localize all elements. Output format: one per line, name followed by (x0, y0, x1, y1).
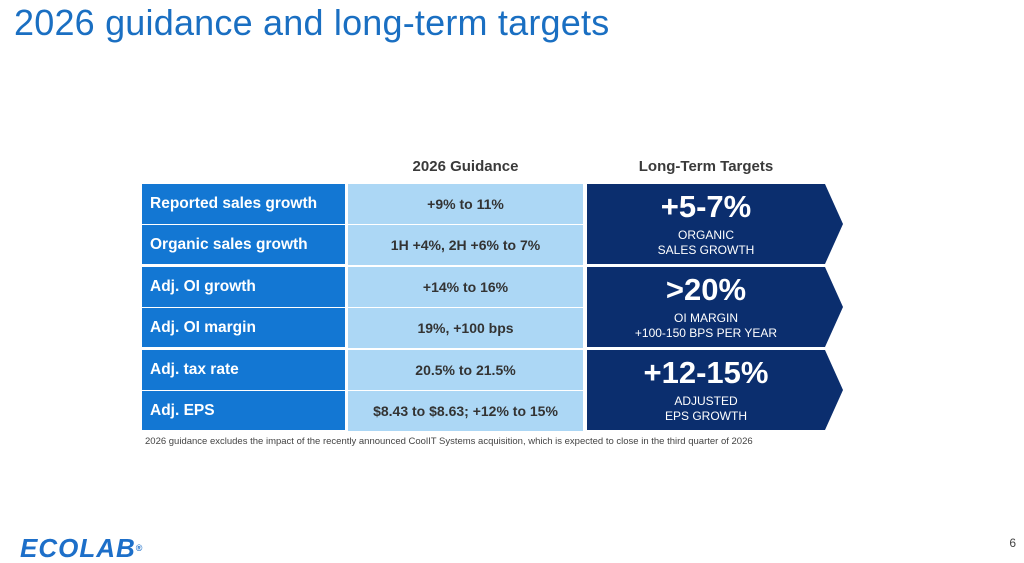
metric-label: Adj. EPS (142, 390, 345, 430)
long-term-column-header: Long-Term Targets (638, 158, 774, 175)
target-caption: OI MARGIN +100-150 BPS PER YEAR (587, 311, 825, 341)
ecolab-logo: ECOLAB® (20, 533, 143, 563)
page-number: 6 (1009, 536, 1016, 550)
target-caption-line: OI MARGIN (673, 311, 738, 325)
guidance-table: Reported sales growth +9% to 11% Organic… (142, 184, 583, 431)
target-value: +5-7% (660, 189, 752, 224)
metric-value: +9% to 11% (348, 184, 583, 224)
guidance-column-header: 2026 Guidance (412, 158, 519, 175)
target-value: +12-15% (643, 355, 769, 390)
footnote: 2026 guidance excludes the impact of the… (145, 436, 753, 447)
target-caption-line: +100-150 BPS PER YEAR (634, 326, 778, 340)
metric-value: 20.5% to 21.5% (348, 350, 583, 390)
metric-value: $8.43 to $8.63; +12% to 15% (348, 390, 583, 431)
chevron-shape (587, 267, 843, 347)
target-caption-line: EPS GROWTH (664, 409, 747, 423)
target-organic-sales-growth: +5-7% ORGANIC SALES GROWTH (587, 184, 843, 264)
metric-row-organic-sales-growth: Organic sales growth 1H +4%, 2H +6% to 7… (142, 224, 583, 265)
target-caption-line: SALES GROWTH (657, 243, 755, 257)
long-term-targets: +5-7% ORGANIC SALES GROWTH >20% OI MARGI… (587, 184, 843, 430)
metric-row-adj-oi-growth: Adj. OI growth +14% to 16% (142, 267, 583, 307)
metric-label: Adj. OI margin (142, 307, 345, 347)
metric-label: Adj. OI growth (142, 267, 345, 307)
target-oi-margin: >20% OI MARGIN +100-150 BPS PER YEAR (587, 267, 843, 347)
metric-label: Organic sales growth (142, 224, 345, 264)
registered-mark: ® (135, 543, 144, 553)
chevron-shape (587, 350, 843, 430)
metric-value: 1H +4%, 2H +6% to 7% (348, 224, 583, 265)
metric-label: Reported sales growth (142, 184, 345, 224)
metric-row-adj-tax-rate: Adj. tax rate 20.5% to 21.5% (142, 350, 583, 390)
target-eps-growth: +12-15% ADJUSTED EPS GROWTH (587, 350, 843, 430)
metric-label: Adj. tax rate (142, 350, 345, 390)
target-caption: ADJUSTED EPS GROWTH (587, 394, 825, 424)
metric-value: +14% to 16% (348, 267, 583, 307)
chevron-shape (587, 184, 843, 264)
logo-text: ECOLAB (20, 533, 136, 563)
metric-row-adj-eps: Adj. EPS $8.43 to $8.63; +12% to 15% (142, 390, 583, 431)
target-caption-line: ORGANIC (677, 228, 734, 242)
metric-row-adj-oi-margin: Adj. OI margin 19%, +100 bps (142, 307, 583, 348)
slide-title: 2026 guidance and long-term targets (14, 2, 610, 43)
target-value: >20% (665, 272, 747, 307)
target-caption-line: ADJUSTED (674, 394, 738, 408)
metric-row-reported-sales-growth: Reported sales growth +9% to 11% (142, 184, 583, 224)
target-caption: ORGANIC SALES GROWTH (587, 228, 825, 258)
metric-value: 19%, +100 bps (348, 307, 583, 348)
